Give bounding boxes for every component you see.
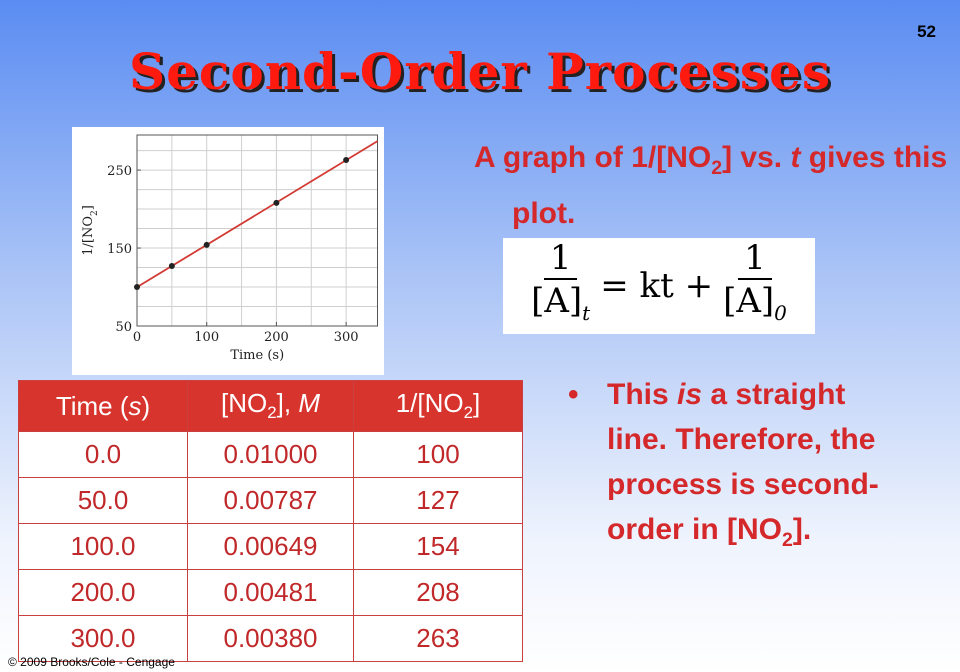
equation: 1 [A]t = kt + 1 [A]0 (503, 238, 815, 334)
table-row: 200.0 0.00481 208 (18, 569, 523, 616)
text: a straight line. Therefore, the process … (607, 378, 879, 546)
table-cell: 0.00380 (187, 615, 354, 662)
y-axis-label-part: ] (81, 205, 96, 210)
data-point (134, 284, 140, 291)
text: ]. (792, 513, 812, 546)
x-tick-label: 0 (133, 330, 141, 345)
table-cell: 50.0 (18, 477, 188, 524)
table-cell: 300.0 (18, 615, 188, 662)
table-row: 100.0 0.00649 154 (18, 523, 523, 570)
table-cell: 100.0 (18, 523, 188, 570)
plot-frame (136, 134, 378, 327)
text: [NO (221, 388, 268, 419)
subscript: 0 (774, 300, 787, 325)
data-point (203, 241, 210, 248)
italic: t (790, 141, 801, 174)
text: [A] (723, 281, 775, 322)
table-cell: 0.01000 (187, 431, 354, 478)
slide-title: Second-Order Processes (128, 42, 831, 101)
y-axis-label-part: 2 (90, 210, 100, 216)
text: ], (276, 388, 299, 419)
header-cell: Time (s) (18, 380, 188, 432)
x-tick-label: 200 (264, 330, 289, 345)
text: ] (473, 388, 481, 419)
x-tick-label: 300 (334, 330, 359, 345)
footer: © 2009 Brooks/Cole - Cengage (8, 655, 175, 669)
subscript: 2 (267, 403, 277, 423)
text: gives this plot. (512, 141, 948, 230)
table-row: 0.0 0.01000 100 (18, 431, 523, 478)
x-axis-label: Time (s) (230, 348, 284, 363)
italic: M (298, 388, 320, 419)
denominator: [A]t (531, 280, 590, 334)
equation-middle: = kt + (600, 266, 714, 306)
data-point (168, 262, 175, 269)
data-point (343, 156, 350, 163)
text: Time ( (55, 390, 129, 421)
table-row: 300.0 0.00380 263 (18, 615, 523, 662)
y-axis-label: 1/[NO2] (81, 205, 100, 256)
y-tick-label: 50 (115, 320, 132, 335)
table-cell: 127 (353, 477, 523, 524)
fraction: 1 [A]0 (723, 238, 787, 334)
numerator: 1 (543, 238, 578, 281)
y-tick-label: 250 (107, 164, 132, 179)
table-cell: 100 (353, 431, 523, 478)
header-cell: [NO2], M (187, 380, 354, 432)
table-cell: 154 (353, 523, 523, 570)
table-cell: 0.00481 (187, 569, 354, 616)
text: [A] (531, 281, 583, 322)
table-cell: 200.0 (18, 569, 188, 616)
y-axis-label-part: 1/[NO (81, 216, 96, 256)
table-cell: 0.00649 (187, 523, 354, 570)
header-cell: 1/[NO2] (353, 380, 523, 432)
data-table: Time (s) [NO2], M 1/[NO2] 0.0 0.01000 100 5… (18, 380, 523, 662)
x-tick-label: 100 (194, 330, 219, 345)
denominator: [A]0 (723, 280, 787, 334)
data-point (273, 199, 280, 206)
text: This (607, 378, 678, 411)
table-row: 50.0 0.00787 127 (18, 477, 523, 524)
intro-text: A graph of 1/[NO2] vs. t gives this plot… (474, 135, 952, 236)
y-tick-label: 150 (107, 242, 132, 257)
table-cell: 0.00787 (187, 477, 354, 524)
bullet-text: This is a straight line. Therefore, the … (607, 372, 908, 563)
text: A graph of 1/[NO (474, 141, 712, 174)
table-cell: 0.0 (18, 431, 188, 478)
bullet: • This is a straight line. Therefore, th… (568, 372, 908, 563)
text: ] vs. (722, 141, 791, 174)
subscript: 2 (463, 403, 474, 423)
italic: s (128, 390, 142, 421)
subscript: 2 (711, 157, 723, 179)
fraction: 1 [A]t (531, 238, 590, 334)
fit-line (136, 140, 378, 288)
text: 1/[NO (395, 388, 464, 419)
header-row: Time (s) [NO2], M 1/[NO2] (18, 380, 523, 432)
subscript: 2 (782, 529, 793, 551)
text: ) (141, 390, 151, 421)
slide-number: 52 (917, 22, 936, 41)
numerator: 1 (738, 238, 772, 281)
bullet-dot: • (568, 378, 579, 411)
table-cell: 263 (353, 615, 523, 662)
subscript: t (582, 300, 591, 325)
plot: 0 100 200 300 50 150 250 Time (s) 1/[NO2] (72, 127, 384, 375)
table-cell: 208 (353, 569, 523, 616)
italic: is (677, 378, 703, 411)
